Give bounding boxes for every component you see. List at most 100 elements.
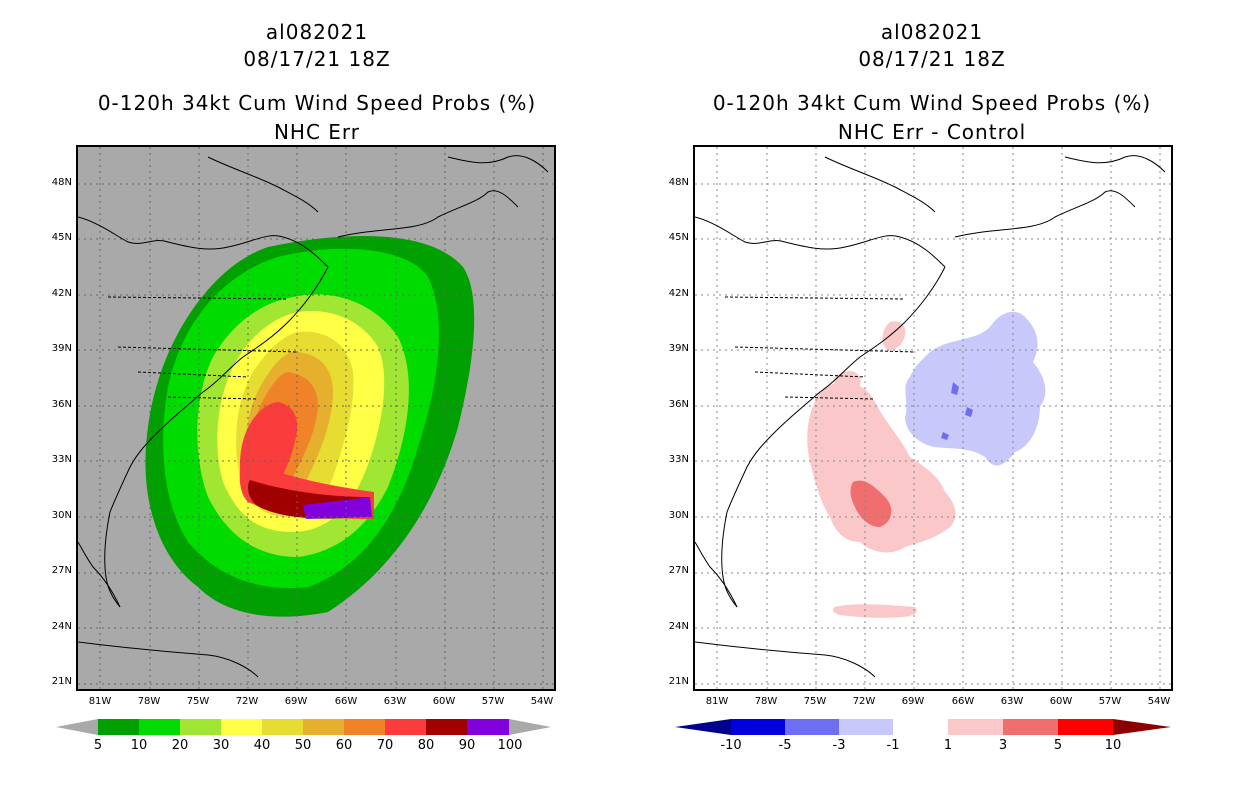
left-lat-label: 42N — [51, 288, 72, 299]
right-lat-label: 48N — [668, 177, 689, 188]
left-cb-swatch-6 — [344, 719, 385, 735]
right-map — [693, 145, 1173, 691]
left-map — [76, 145, 556, 691]
right-title-subtitle: NHC Err - Control — [837, 120, 1027, 144]
right-cb-swatch-5 — [1003, 719, 1058, 735]
right-gridlines — [695, 147, 1171, 689]
left-lon-label: 57W — [481, 696, 505, 707]
right-cb-label: -3 — [832, 738, 846, 753]
right-cb-label: -5 — [778, 738, 792, 753]
left-cb-label: 40 — [253, 738, 271, 753]
left-title-datetime: 08/17/21 18Z — [243, 47, 391, 71]
left-colorbar — [56, 719, 551, 735]
left-lat-label: 48N — [51, 177, 72, 188]
left-lat-label: 36N — [51, 399, 72, 410]
right-lon-label: 81W — [705, 696, 729, 707]
diff-pos-2 — [882, 321, 906, 350]
right-cb-label: -1 — [886, 738, 900, 753]
right-cb-label: 5 — [1053, 738, 1063, 753]
left-cb-swatch-5 — [303, 719, 344, 735]
left-lat-label: 45N — [51, 232, 72, 243]
diff-neg-3b — [965, 407, 973, 417]
diff-neg-3a — [951, 382, 959, 395]
left-cb-swatch-2 — [180, 719, 221, 735]
left-lon-label: 75W — [186, 696, 210, 707]
right-cb-label: -10 — [720, 738, 742, 753]
left-cb-swatch-3 — [221, 719, 262, 735]
right-coastline — [695, 155, 1166, 678]
left-lat-label: 39N — [51, 343, 72, 354]
left-lat-label: 21N — [51, 676, 72, 687]
right-lat-label: 45N — [668, 232, 689, 243]
right-lat-label: 36N — [668, 399, 689, 410]
left-lon-label: 66W — [334, 696, 358, 707]
right-lon-label: 54W — [1147, 696, 1171, 707]
right-cb-swatch-4 — [948, 719, 1003, 735]
diff-pos-1 — [807, 382, 956, 553]
right-lon-label: 69W — [901, 696, 925, 707]
right-cb-swatch-1 — [785, 719, 839, 735]
left-lat-label: 27N — [51, 565, 72, 576]
diff-neg-1 — [905, 311, 1046, 466]
left-cb-label: 80 — [417, 738, 435, 753]
right-title-storm: al082021 — [880, 20, 984, 44]
right-lat-label: 39N — [668, 343, 689, 354]
right-cb-label: 3 — [998, 738, 1008, 753]
right-colorbar-over — [1113, 719, 1171, 735]
left-cb-label: 30 — [212, 738, 230, 753]
left-lon-label: 63W — [383, 696, 407, 707]
right-lon-label: 60W — [1049, 696, 1073, 707]
left-colorbar-under — [56, 719, 98, 735]
right-cb-swatch-3 — [893, 719, 948, 735]
left-title-product: 0-120h 34kt Cum Wind Speed Probs (%) — [97, 91, 537, 115]
left-cb-label: 20 — [171, 738, 189, 753]
right-colorbar — [675, 719, 1171, 735]
right-title-product: 0-120h 34kt Cum Wind Speed Probs (%) — [712, 91, 1152, 115]
left-title-storm: al082021 — [265, 20, 369, 44]
left-cb-label: 70 — [376, 738, 394, 753]
left-cb-swatch-4 — [262, 719, 303, 735]
right-lat-label: 33N — [668, 454, 689, 465]
right-lat-label: 21N — [668, 676, 689, 687]
left-cb-swatch-8 — [426, 719, 467, 735]
right-lon-label: 63W — [1000, 696, 1024, 707]
left-lon-label: 72W — [235, 696, 259, 707]
left-cb-label: 50 — [294, 738, 312, 753]
diff-pos-3 — [832, 604, 917, 618]
right-lat-label: 30N — [668, 510, 689, 521]
left-map-svg — [78, 147, 554, 689]
left-cb-label: 5 — [93, 738, 103, 753]
left-lon-label: 69W — [284, 696, 308, 707]
right-cb-label: 1 — [943, 738, 953, 753]
left-lat-label: 24N — [51, 621, 72, 632]
right-cb-swatch-2 — [839, 719, 893, 735]
right-map-svg — [695, 147, 1171, 689]
left-cb-swatch-1 — [139, 719, 180, 735]
right-lon-label: 78W — [754, 696, 778, 707]
prob-100-band — [303, 497, 372, 519]
right-cb-swatch-6 — [1058, 719, 1113, 735]
right-lat-label: 27N — [668, 565, 689, 576]
left-coastline — [78, 155, 549, 678]
right-lat-label: 42N — [668, 288, 689, 299]
left-lon-label: 60W — [432, 696, 456, 707]
left-cb-swatch-9 — [467, 719, 509, 735]
left-lon-label: 81W — [88, 696, 112, 707]
diff-pos-5 — [850, 480, 892, 527]
left-cb-swatch-7 — [385, 719, 426, 735]
diff-pos-4 — [834, 371, 861, 393]
left-lat-label: 30N — [51, 510, 72, 521]
left-gridlines — [78, 147, 554, 689]
left-cb-label: 10 — [130, 738, 148, 753]
right-cb-label: 10 — [1104, 738, 1122, 753]
left-cb-label: 100 — [497, 738, 523, 753]
left-cb-label: 60 — [335, 738, 353, 753]
left-lat-label: 33N — [51, 454, 72, 465]
right-lon-label: 72W — [852, 696, 876, 707]
left-lon-label: 54W — [530, 696, 554, 707]
right-cb-swatch-0 — [731, 719, 785, 735]
diff-neg-3c — [941, 432, 949, 440]
left-cb-swatch-0 — [98, 719, 139, 735]
right-lon-label: 66W — [951, 696, 975, 707]
left-colorbar-over — [509, 719, 551, 735]
